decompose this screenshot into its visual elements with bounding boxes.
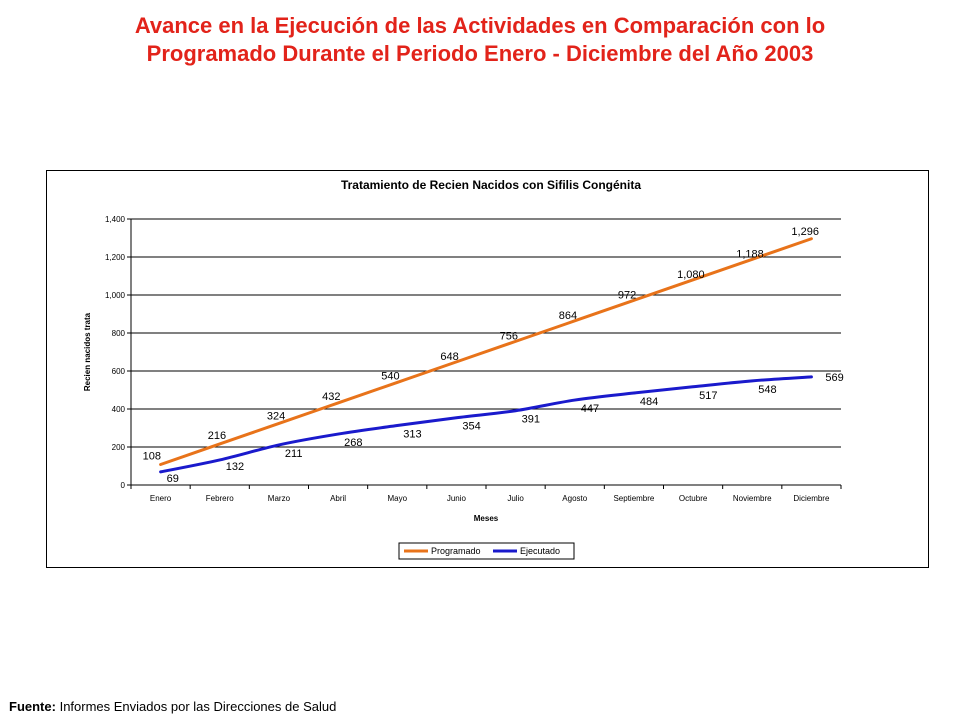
x-tick-label: Octubre: [679, 494, 708, 503]
data-point: [692, 386, 694, 388]
page-title: Avance en la Ejecución de las Actividade…: [0, 12, 960, 68]
line-chart: Tratamiento de Recien Nacidos con Sifili…: [83, 178, 844, 560]
data-label: 391: [522, 414, 540, 426]
y-tick-label: 600: [112, 367, 126, 376]
data-label: 354: [462, 421, 480, 433]
chart-frame: Tratamiento de Recien Nacidos con Sifili…: [46, 170, 929, 568]
data-point: [278, 444, 280, 446]
data-label: 569: [825, 372, 843, 384]
data-label: 216: [208, 430, 226, 442]
data-point: [396, 425, 398, 427]
data-label: 69: [167, 473, 179, 485]
data-point: [810, 376, 812, 378]
source-label: Fuente:: [9, 699, 56, 714]
x-tick-label: Enero: [150, 494, 172, 503]
data-label: 447: [581, 403, 599, 415]
data-label: 1,080: [677, 269, 705, 281]
x-tick-label: Marzo: [268, 494, 291, 503]
data-label: 432: [322, 391, 340, 403]
legend-label: Ejecutado: [520, 546, 560, 556]
x-tick-label: Febrero: [206, 494, 235, 503]
data-point: [515, 410, 517, 412]
data-label: 484: [640, 396, 658, 408]
x-tick-label: Abril: [330, 494, 346, 503]
data-point: [633, 392, 635, 394]
data-point: [160, 471, 162, 473]
legend-label: Programado: [431, 546, 481, 556]
data-label: 268: [344, 437, 362, 449]
data-label: 313: [403, 429, 421, 441]
data-label: 1,188: [736, 248, 764, 260]
data-label: 1,296: [791, 226, 819, 238]
x-tick-label: Agosto: [562, 494, 587, 503]
y-tick-label: 0: [121, 481, 126, 490]
y-tick-label: 800: [112, 329, 126, 338]
data-label: 648: [440, 351, 458, 363]
x-axis-title: Meses: [474, 514, 499, 523]
data-label: 108: [143, 450, 161, 462]
x-tick-label: Mayo: [387, 494, 407, 503]
data-label: 324: [267, 410, 285, 422]
data-point: [160, 463, 162, 465]
data-point: [574, 399, 576, 401]
x-tick-label: Septiembre: [613, 494, 654, 503]
data-point: [278, 422, 280, 424]
data-label: 548: [758, 384, 776, 396]
data-label: 132: [226, 461, 244, 473]
page-title-line-2: Programado Durante el Periodo Enero - Di…: [146, 41, 814, 66]
y-axis-title: Recien nacidos trata: [83, 312, 92, 391]
x-tick-label: Julio: [507, 494, 524, 503]
source-text: Informes Enviados por las Direcciones de…: [59, 699, 337, 714]
chart-title: Tratamiento de Recien Nacidos con Sifili…: [341, 178, 641, 192]
data-point: [455, 417, 457, 419]
series-line-ejecutado: [159, 375, 813, 474]
data-label: 864: [559, 310, 577, 322]
data-label: 517: [699, 390, 717, 402]
y-tick-label: 1,000: [105, 291, 126, 300]
y-tick-label: 1,200: [105, 253, 126, 262]
data-label: 211: [285, 448, 303, 460]
data-label: 972: [618, 289, 636, 301]
data-point: [337, 433, 339, 435]
data-label: 540: [381, 370, 399, 382]
page-title-line-1: Avance en la Ejecución de las Actividade…: [134, 13, 826, 38]
series-line-programado: [159, 237, 813, 466]
x-tick-label: Noviembre: [733, 494, 772, 503]
data-point: [219, 459, 221, 461]
data-point: [751, 380, 753, 382]
x-tick-label: Junio: [447, 494, 467, 503]
x-tick-label: Diciembre: [793, 494, 830, 503]
data-point: [219, 443, 221, 445]
y-tick-label: 400: [112, 405, 126, 414]
data-point: [810, 238, 812, 240]
y-tick-label: 1,400: [105, 215, 126, 224]
data-label: 756: [500, 330, 518, 342]
source-note: Fuente: Informes Enviados por las Direcc…: [9, 699, 336, 714]
legend-box: [398, 542, 575, 560]
y-tick-label: 200: [112, 443, 126, 452]
